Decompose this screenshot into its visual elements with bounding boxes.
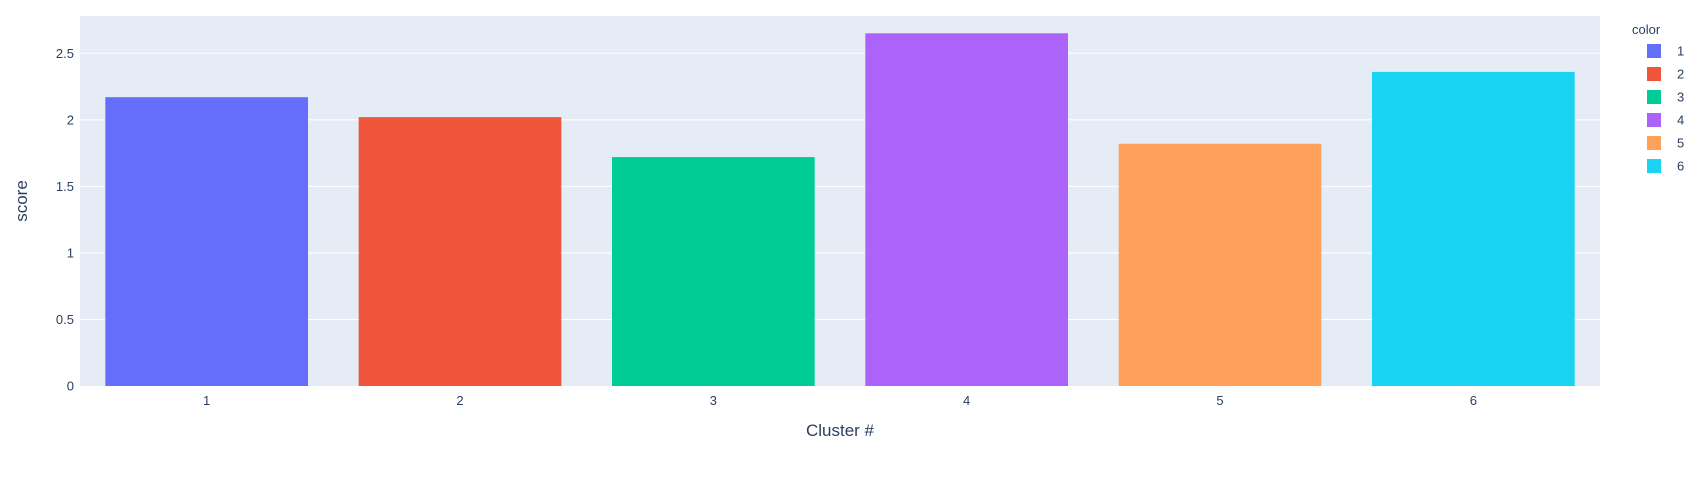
y-tick-label: 1 xyxy=(67,245,74,260)
x-axis-title: Cluster # xyxy=(806,421,875,440)
y-tick-label: 0 xyxy=(67,379,74,394)
x-tick-label: 2 xyxy=(456,393,463,408)
y-tick-label: 2.5 xyxy=(56,46,74,61)
x-tick-label: 6 xyxy=(1470,393,1477,408)
legend-swatch xyxy=(1647,159,1661,173)
legend-item-2[interactable]: 2 xyxy=(1647,67,1684,82)
bar-cluster-2[interactable] xyxy=(358,117,562,387)
legend-items[interactable]: 1 2 3 4 5 6 xyxy=(1647,44,1684,174)
x-tick-label: 5 xyxy=(1216,393,1223,408)
x-tick-label: 1 xyxy=(203,393,210,408)
legend-swatch xyxy=(1647,136,1661,150)
legend-title: color xyxy=(1632,22,1661,37)
legend-label: 6 xyxy=(1677,159,1684,174)
legend-label: 5 xyxy=(1677,136,1684,151)
bars xyxy=(105,33,1575,387)
legend-label: 2 xyxy=(1677,67,1684,82)
y-axis-title: score xyxy=(12,180,31,222)
legend-swatch xyxy=(1647,113,1661,127)
x-tick-label: 3 xyxy=(710,393,717,408)
y-tick-label: 2 xyxy=(67,112,74,127)
legend-label: 3 xyxy=(1677,90,1684,105)
x-tick-label: 4 xyxy=(963,393,970,408)
legend-swatch xyxy=(1647,90,1661,104)
bar-cluster-3[interactable] xyxy=(612,157,815,386)
legend-item-6[interactable]: 6 xyxy=(1647,159,1684,174)
x-axis-ticks: 1 2 3 4 5 6 xyxy=(203,393,1477,408)
y-tick-label: 0.5 xyxy=(56,312,74,327)
bar-cluster-4[interactable] xyxy=(865,33,1068,387)
bar-cluster-5[interactable] xyxy=(1118,143,1322,386)
plot-area xyxy=(80,16,1600,386)
legend-item-5[interactable]: 5 xyxy=(1647,136,1684,151)
legend-label: 4 xyxy=(1677,113,1684,128)
legend[interactable]: color 1 2 3 4 5 6 xyxy=(1632,22,1684,174)
legend-swatch xyxy=(1647,44,1661,58)
legend-item-3[interactable]: 3 xyxy=(1647,90,1684,105)
legend-label: 1 xyxy=(1677,44,1684,59)
y-axis-ticks: 0 0.5 1 1.5 2 2.5 xyxy=(56,46,74,394)
bar-cluster-1[interactable] xyxy=(105,97,308,387)
legend-item-1[interactable]: 1 xyxy=(1647,44,1684,59)
y-tick-label: 1.5 xyxy=(56,179,74,194)
bar-cluster-6[interactable] xyxy=(1372,71,1575,386)
legend-swatch xyxy=(1647,67,1661,81)
legend-item-4[interactable]: 4 xyxy=(1647,113,1684,128)
gridlines xyxy=(80,52,1600,320)
